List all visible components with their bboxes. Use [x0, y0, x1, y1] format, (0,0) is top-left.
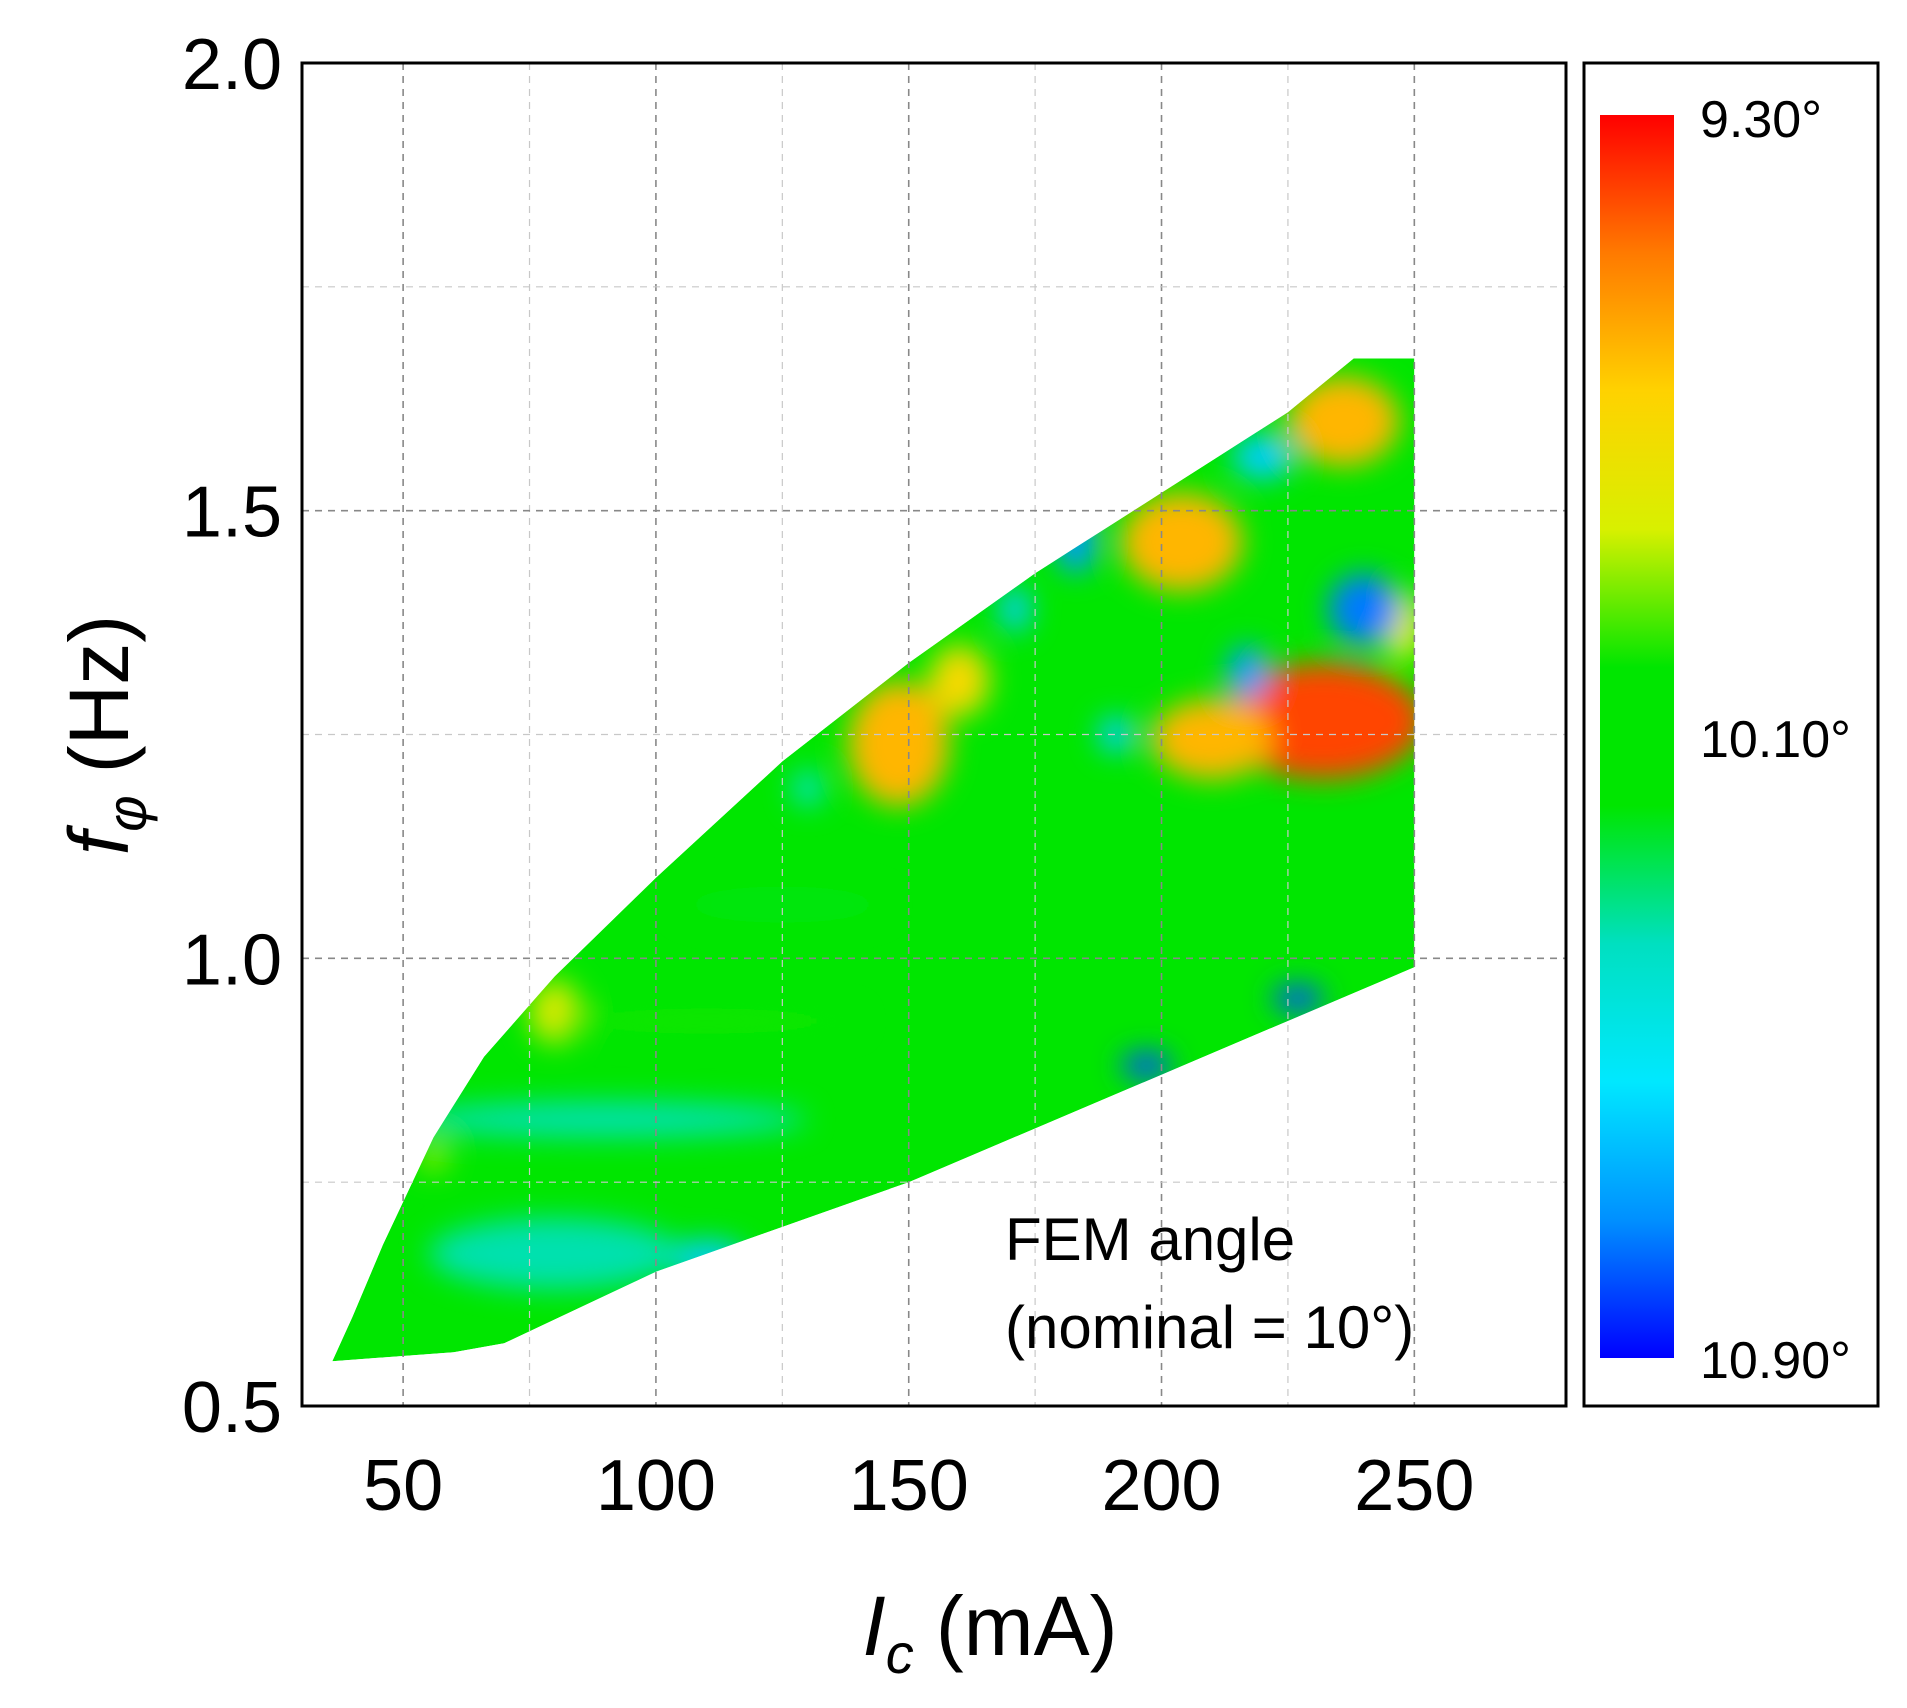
annotation-subtitle: (nominal = 10°): [1005, 1294, 1414, 1361]
y-tick-label: 1.0: [182, 920, 282, 1000]
grid-lines: [302, 63, 1566, 1406]
heatmap-region-2: [1287, 376, 1400, 466]
heatmap-region-15: [1232, 434, 1293, 480]
heatmap-region-4: [848, 680, 950, 807]
y-tick-label: 0.5: [182, 1368, 282, 1448]
heatmap-region-5: [928, 644, 990, 717]
heatmap-region-8: [554, 1007, 859, 1035]
x-axis-title: Ic (mA): [862, 1579, 1117, 1685]
colorbar-label-top: 9.30°: [1700, 91, 1822, 149]
heatmap-region-0: [1222, 662, 1415, 780]
heatmap-region-17: [1272, 985, 1324, 1013]
y-axis-ticks: 0.5 1.0 1.5 2.0: [182, 25, 282, 1448]
x-tick-label: 200: [1101, 1446, 1221, 1526]
y-tick-label: 2.0: [182, 25, 282, 105]
x-tick-label: 100: [596, 1446, 716, 1526]
heatmap-region-10: [1227, 644, 1268, 699]
y-axis-title: fφ(Hz): [52, 615, 158, 855]
heatmap-region-7: [418, 1137, 449, 1174]
heatmap-region-3: [1121, 492, 1243, 592]
annotation-title: FEM angle: [1005, 1206, 1295, 1273]
colorbar-frame: [1582, 61, 1880, 1408]
x-tick-label: 250: [1354, 1446, 1474, 1526]
heatmap-region-19: [403, 1101, 808, 1138]
heatmap-region-13: [1055, 510, 1096, 574]
heatmap-region-12: [1098, 716, 1134, 753]
heatmap-region-14: [999, 586, 1031, 632]
x-tick-label: 150: [849, 1446, 969, 1526]
x-tick-label: 50: [363, 1446, 443, 1526]
x-axis-ticks: 50 100 150 200 250: [363, 1446, 1474, 1526]
heatmap-region-16: [1121, 1052, 1172, 1080]
y-tick-label: 1.5: [182, 473, 282, 553]
heatmap-region-6: [529, 980, 581, 1044]
heatmap-region-1: [1151, 698, 1273, 780]
heatmap-region-21: [792, 770, 823, 807]
colorbar-label-mid: 10.10°: [1700, 711, 1851, 769]
heatmap-region-11: [1328, 573, 1400, 645]
plot-frame: [300, 61, 1568, 1408]
heatmap-region-20: [428, 1217, 682, 1290]
colorbar-label-bottom: 10.90°: [1700, 1332, 1851, 1390]
heatmap-region-22: [681, 886, 884, 923]
colorbar-gradient: [1600, 115, 1674, 1358]
